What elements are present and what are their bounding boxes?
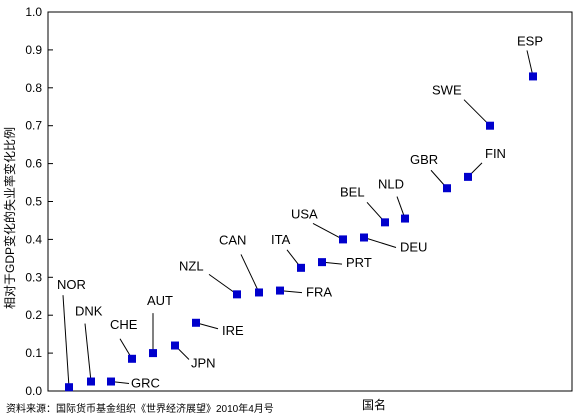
point-grc bbox=[107, 377, 115, 386]
y-tick-label: 0.2 bbox=[25, 308, 42, 322]
point-label-can: CAN bbox=[219, 232, 246, 247]
point-label-aut: AUT bbox=[147, 293, 173, 308]
source-note: 资料来源：国际货币基金组织《世界经济展望》2010年4月号 bbox=[6, 404, 274, 415]
point-label-fin: FIN bbox=[485, 146, 506, 161]
plot-frame bbox=[47, 11, 573, 392]
point-fin bbox=[464, 172, 472, 181]
point-label-ita: ITA bbox=[271, 232, 291, 247]
point-esp bbox=[529, 72, 537, 81]
leader-line-esp bbox=[526, 50, 534, 77]
point-label-grc: GRC bbox=[131, 376, 160, 391]
point-label-usa: USA bbox=[291, 206, 318, 221]
y-tick-label: 0.1 bbox=[25, 346, 42, 360]
point-label-nzl: NZL bbox=[179, 258, 204, 273]
y-tick-label: 0.6 bbox=[25, 157, 42, 171]
point-label-jpn: JPN bbox=[191, 356, 216, 371]
y-tick-label: 0.4 bbox=[25, 232, 42, 246]
point-label-prt: PRT bbox=[346, 255, 372, 270]
point-fra bbox=[276, 286, 284, 295]
y-axis-title: 相对于GDP变化的失业率变化比例 bbox=[2, 127, 17, 309]
leader-line-swe bbox=[463, 99, 491, 127]
point-ire bbox=[192, 318, 200, 327]
point-label-fra: FRA bbox=[306, 285, 332, 300]
y-tick-label: 0.7 bbox=[25, 119, 42, 133]
point-label-dnk: DNK bbox=[75, 304, 103, 319]
point-prt bbox=[318, 258, 326, 267]
point-label-che: CHE bbox=[110, 317, 138, 332]
point-aut bbox=[149, 349, 157, 358]
point-label-gbr: GBR bbox=[410, 152, 438, 167]
point-label-nld: NLD bbox=[378, 177, 404, 192]
leader-line-deu bbox=[363, 237, 397, 248]
point-che bbox=[128, 354, 136, 363]
point-label-deu: DEU bbox=[400, 240, 427, 255]
y-ticks: 0.0 0.1 0.2 0.3 0.4 0.5 0.6 0.7 0.8 0.9 1.0 bbox=[25, 5, 53, 398]
y-tick-label: 0.8 bbox=[25, 81, 42, 95]
y-tick-label: 0.5 bbox=[25, 195, 42, 209]
point-label-esp: ESP bbox=[517, 33, 543, 48]
y-tick-label: 1.0 bbox=[25, 5, 42, 19]
y-tick-label: 0.3 bbox=[25, 270, 42, 284]
point-nld bbox=[401, 214, 409, 223]
leader-line-usa bbox=[312, 222, 344, 240]
point-usa bbox=[339, 235, 347, 244]
axes bbox=[47, 11, 573, 392]
point-ita bbox=[297, 263, 305, 272]
point-deu bbox=[360, 233, 368, 242]
point-nor bbox=[65, 383, 73, 392]
point-label-ire: IRE bbox=[222, 323, 244, 338]
point-dnk bbox=[87, 377, 95, 386]
point-label-swe: SWE bbox=[432, 83, 462, 98]
leader-line-nor bbox=[62, 295, 70, 388]
point-label-bel: BEL bbox=[340, 184, 365, 199]
point-labels: NOR DNK GRC CHE AUT JPN IRE NZL CAN FRA ITA PRT USA D… bbox=[57, 33, 543, 390]
point-can bbox=[255, 288, 263, 297]
point-jpn bbox=[171, 341, 179, 350]
point-bel bbox=[381, 218, 389, 227]
point-nzl bbox=[233, 290, 241, 299]
leader-line-dnk bbox=[84, 323, 92, 382]
y-tick-label: 0.9 bbox=[25, 43, 42, 57]
x-axis-title: 国名 bbox=[362, 397, 386, 412]
point-gbr bbox=[443, 184, 451, 193]
leader-lines bbox=[62, 50, 534, 388]
leader-line-nzl bbox=[208, 273, 238, 295]
y-tick-label: 0.0 bbox=[25, 384, 42, 398]
point-swe bbox=[486, 121, 494, 130]
leader-line-can bbox=[240, 254, 260, 293]
data-points bbox=[65, 72, 537, 392]
point-label-nor: NOR bbox=[57, 277, 86, 292]
